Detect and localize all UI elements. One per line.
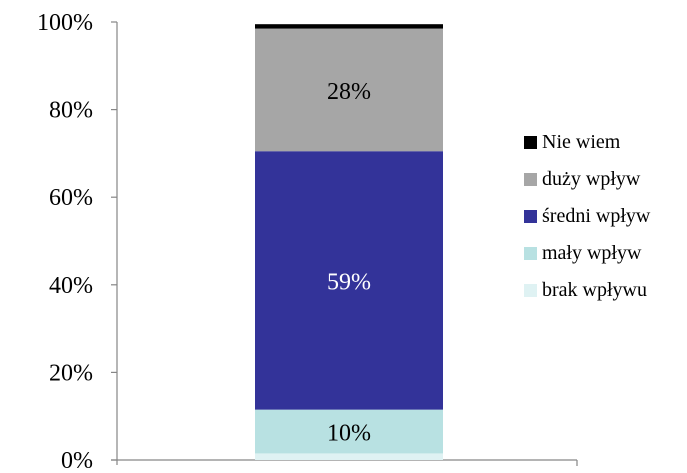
- y-tick-label: 0%: [61, 448, 93, 473]
- data-label: 28%: [327, 79, 371, 105]
- data-label: 10%: [327, 421, 371, 447]
- legend-label: mały wpływ: [542, 242, 642, 264]
- legend-label: średni wpływ: [542, 205, 651, 227]
- bar-segment-duży-wpływ: [255, 28, 443, 152]
- legend-swatch: [524, 173, 537, 186]
- legend-swatch: [524, 210, 537, 223]
- legend-swatch: [524, 284, 537, 297]
- y-tick-label: 60%: [49, 185, 93, 211]
- y-tick-label: 20%: [49, 360, 93, 386]
- bar-segment-Nie-wiem: [255, 24, 443, 29]
- data-label: 59%: [327, 269, 371, 295]
- bar-stack: [255, 24, 443, 460]
- y-tick-label: 40%: [49, 273, 93, 299]
- data-labels: 10% 59% 28%: [327, 79, 371, 447]
- legend-swatch: [524, 136, 537, 149]
- legend: Nie wiem duży wpływ średni wpływ mały wpływ…: [524, 131, 651, 301]
- legend-label: Nie wiem: [542, 131, 621, 153]
- bar-segment-mały-wpływ: [255, 409, 443, 454]
- y-axis: 0% 20% 40% 60% 80% 100%: [37, 10, 578, 473]
- bar-segment-brak-wpływu: [255, 453, 443, 460]
- legend-label: duży wpływ: [542, 168, 641, 190]
- legend-label: brak wpływu: [542, 279, 647, 301]
- bar-segment-średni-wpływ: [255, 151, 443, 410]
- y-tick-label: 80%: [49, 98, 93, 124]
- legend-swatch: [524, 247, 537, 260]
- y-tick-label: 100%: [37, 10, 93, 36]
